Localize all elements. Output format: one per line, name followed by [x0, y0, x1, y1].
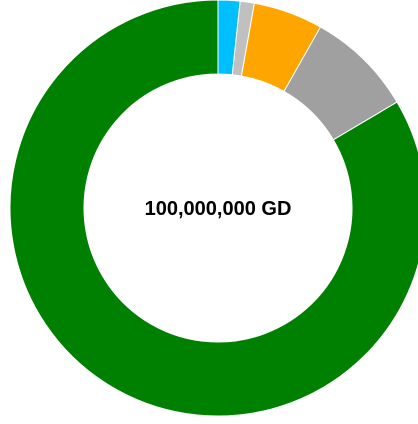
donut-center-label: 100,000,000 GD	[144, 198, 292, 220]
donut-slice-5	[9, 0, 418, 417]
